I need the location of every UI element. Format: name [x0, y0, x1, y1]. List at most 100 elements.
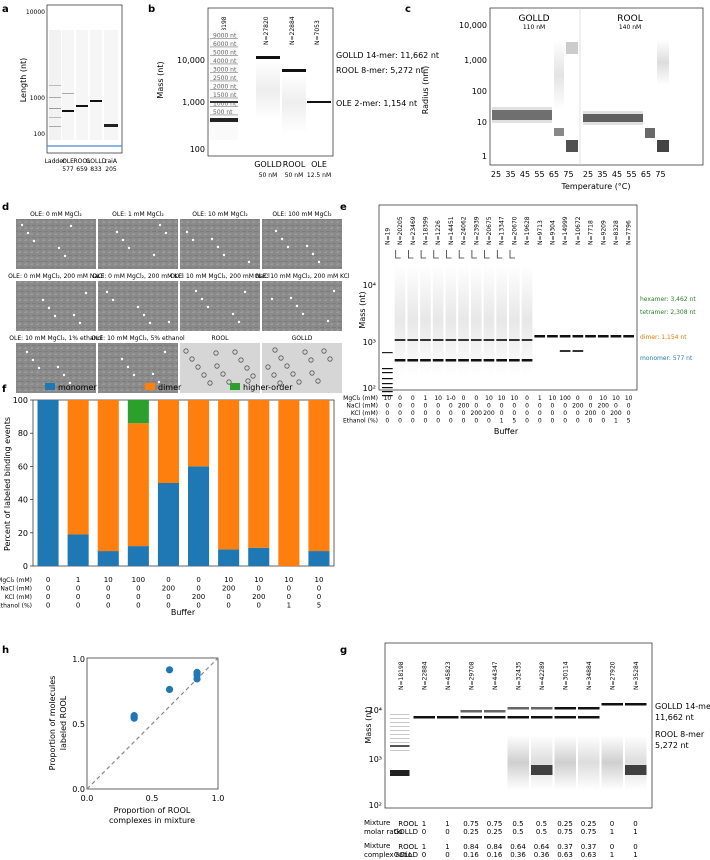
panel-b-smear-golld: [256, 60, 280, 120]
panel-e-lane-count: N=18399: [422, 216, 429, 245]
panel-e-ytick: 10²: [363, 384, 376, 393]
panel-h-xlabel: complexes in mixture: [109, 816, 195, 825]
micrograph-particle: [167, 320, 171, 324]
bar-monomer: [308, 551, 330, 566]
panel-e-cell: 0: [462, 395, 466, 402]
micrograph-particle: [63, 254, 67, 258]
panel-g-band-rool: [413, 716, 435, 719]
panel-e-cell: 0: [462, 418, 466, 425]
panel-g-band-golld: [554, 707, 576, 710]
panel-g-lane-count: N=18198: [398, 661, 405, 690]
panel-g-cell: 1: [610, 828, 614, 836]
panel-e-cell: 0: [614, 403, 618, 410]
panel-f-cell: 200: [222, 585, 235, 593]
panel-e-lane-count: N=9209: [600, 220, 607, 245]
micrograph-image: [16, 219, 96, 269]
panel-g-cell: 0.75: [463, 820, 479, 828]
panel-e-cell: 200: [458, 403, 470, 410]
panel-g-band-rool: [484, 716, 506, 719]
micrograph-particle: [231, 312, 235, 316]
micrograph-particle: [121, 238, 125, 242]
panel-g-cell: 1: [633, 851, 637, 859]
bar-monomer: [97, 551, 119, 566]
micrograph-particle: [37, 366, 41, 370]
panel-letter-e: e: [340, 202, 347, 213]
micrograph-particle: [157, 380, 161, 384]
micrograph-image: [16, 343, 96, 393]
panel-e-band-dimer: [509, 339, 520, 341]
panel-c-group-rool: ROOL: [617, 14, 642, 24]
panel-g-band-golld: [484, 710, 506, 713]
panel-g-ytick: 10⁴: [369, 706, 382, 715]
panel-c-temp-tick: 35: [597, 170, 607, 179]
micrograph-particle: [274, 229, 278, 233]
panel-c: Radius (nm) 10,000 1,000 100 10 1 GOLLD …: [421, 7, 704, 191]
panel-f-ylabel: Percent of labeled binding events: [3, 417, 12, 551]
panel-letter-d: d: [2, 202, 9, 213]
panel-e-cell: 1: [614, 418, 618, 425]
panel-e-cell: 0: [538, 403, 542, 410]
panel-e-cell: 0: [474, 403, 478, 410]
panel-a-lane-ole: [62, 30, 74, 140]
panel-b-ladder-label: 2500 nt: [213, 75, 237, 82]
panel-e-cell: 0: [424, 418, 428, 425]
panel-e-cell: 0: [576, 418, 580, 425]
micrograph-particle: [280, 237, 284, 241]
panel-g-lane-count: N=42289: [539, 661, 546, 690]
panel-e-cell: 0: [563, 410, 567, 417]
panel-c-ytick: 1: [482, 152, 487, 161]
micrograph-label: OLE: 0 mM MgCl₂: [30, 211, 82, 218]
bar-dimer: [248, 400, 270, 548]
panel-e-annotation-hexamer: hexamer: 3,462 nt: [640, 296, 696, 303]
panel-e-lane-count: N=19: [384, 228, 391, 245]
panel-f-cell: 200: [192, 593, 205, 601]
micrograph-image: [98, 219, 178, 269]
micrograph-particle: [201, 372, 207, 378]
micrograph-particle: [164, 231, 168, 235]
panel-b-lane-rool: ROOL: [283, 160, 306, 169]
panel-f-xlabel: Buffer: [171, 608, 196, 617]
panel-g-smear: [601, 735, 623, 790]
panel-e-band-monomer: [407, 359, 419, 362]
panel-e-band-dimer: [458, 339, 469, 341]
panel-e-lane-count: N=10672: [575, 216, 582, 245]
panel-g-lane-count: N=44347: [492, 661, 499, 690]
panel-e-smear: [394, 265, 406, 375]
panel-f-cell: 0: [46, 576, 50, 584]
panel-e-cell: 0: [551, 410, 555, 417]
panel-e-cell: 0: [563, 418, 567, 425]
bar-dimer: [308, 400, 330, 552]
panel-e-cell: 200: [585, 410, 597, 417]
panel-e-cell: 200: [483, 410, 495, 417]
panel-f: monomer dimer higher-order Percent of la…: [0, 383, 335, 617]
panel-b-ladder-label: 9000 nt: [213, 33, 237, 40]
panel-a-ytick-1000: 1000: [30, 95, 45, 102]
bar-higher-order: [127, 400, 149, 424]
panel-e-lane-count: N=8328: [613, 220, 620, 245]
panel-g-cell: 0.25: [581, 820, 597, 828]
micrograph-particle: [132, 373, 136, 377]
micrograph-image: [180, 343, 260, 393]
panel-e-band-dimer: [534, 335, 546, 338]
panel-c-band-golld-75-high: [566, 42, 578, 54]
micrograph-particle: [326, 319, 330, 323]
panel-e-cell: 200: [610, 410, 622, 417]
panel-c-band-rool-75: [657, 140, 669, 152]
panel-e-band-monomer: [432, 359, 444, 362]
panel-e-frame: [378, 204, 638, 391]
panel-e-ladder-band: [382, 387, 393, 389]
micrograph-particle: [136, 305, 140, 309]
panel-e-band-dimer: [597, 335, 609, 338]
panel-a-lane-length: 577: [62, 166, 74, 173]
bar-monomer: [188, 466, 210, 566]
panel-e-bracket: [496, 250, 503, 259]
panel-c-temp-tick: 45: [612, 170, 622, 179]
panel-e-band-dimer: [445, 339, 457, 341]
micrograph-particle: [68, 381, 72, 385]
panel-b-ladder-label: 500 nt: [213, 109, 233, 116]
micrograph-particle: [290, 371, 296, 377]
panel-a: Length (nt) 10000 1000 100 Ladder OLE 57…: [19, 4, 123, 173]
panel-c-group-golld: GOLLD: [518, 14, 549, 24]
panel-h-xtick: 0.5: [146, 794, 159, 803]
panel-g-cell: 0.75: [487, 820, 503, 828]
